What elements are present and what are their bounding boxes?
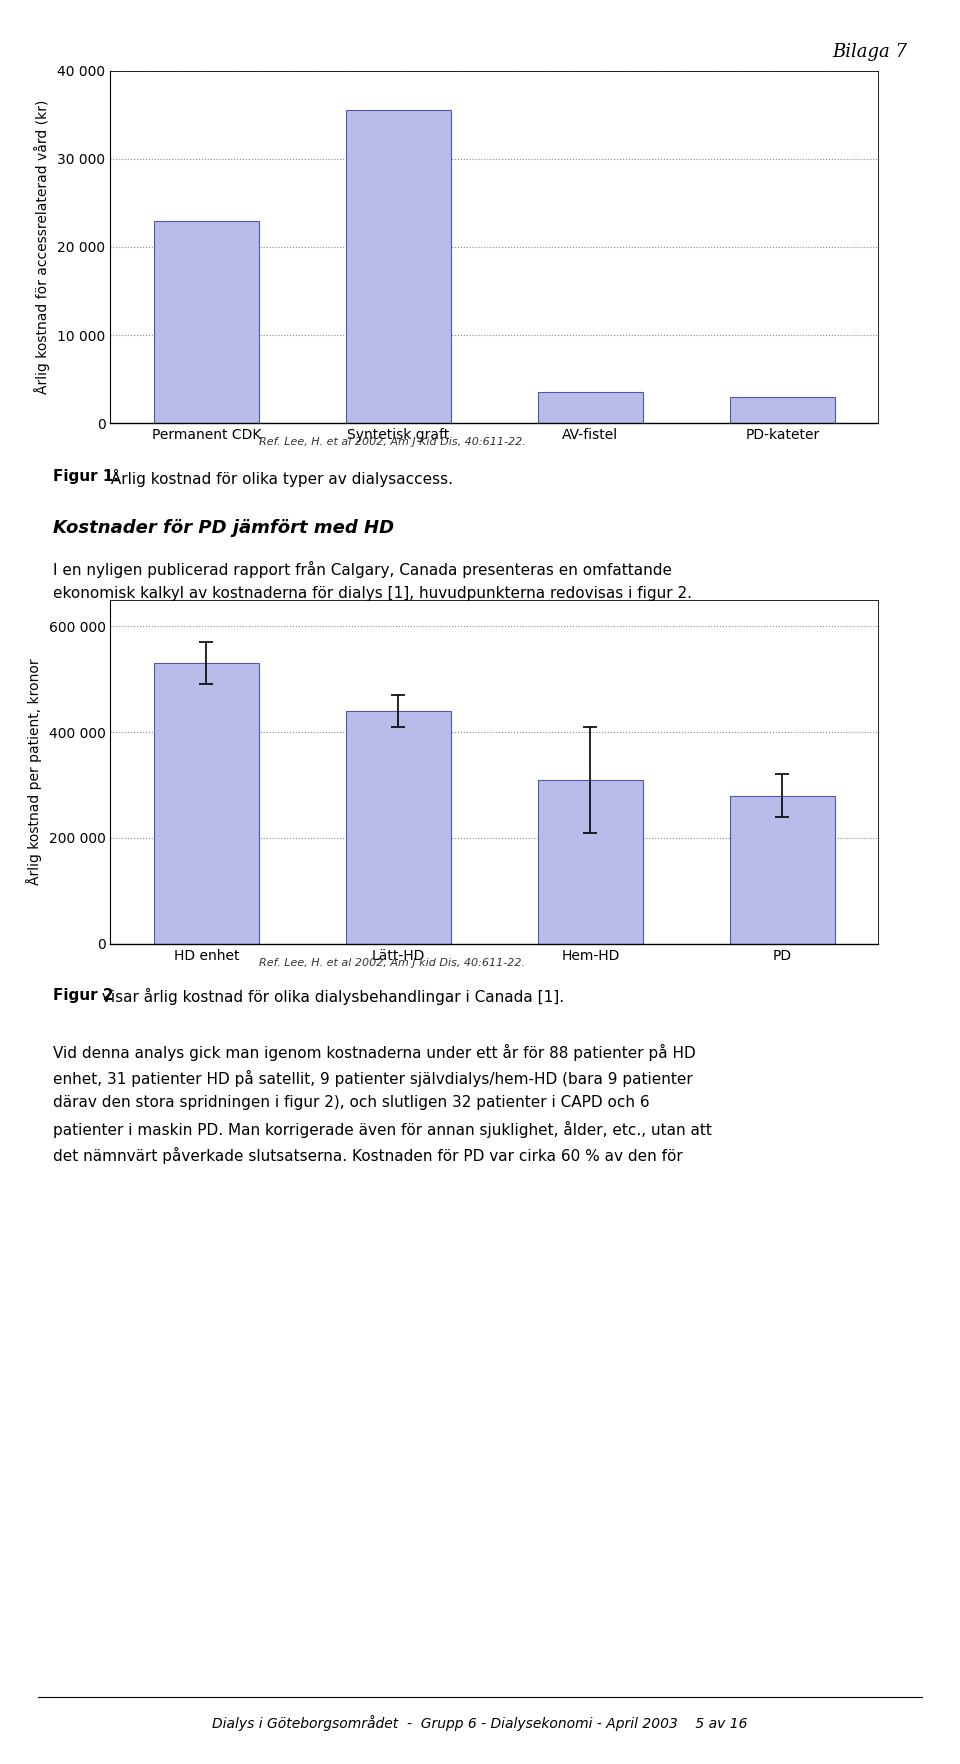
Bar (730, 796, 835, 944)
Bar (730, 397, 835, 423)
Bar (154, 663, 259, 944)
Text: I en nyligen publicerad rapport från Calgary, Canada presenteras en omfattande: I en nyligen publicerad rapport från Cal… (53, 561, 672, 579)
Bar (538, 393, 643, 423)
Text: Ref. Lee, H. et al 2002, Am J Kid Dis, 40:611-22.: Ref. Lee, H. et al 2002, Am J Kid Dis, 4… (259, 437, 526, 448)
Text: Ref. Lee, H. et al 2002, Am J kid Dis, 40:611-22.: Ref. Lee, H. et al 2002, Am J kid Dis, 4… (259, 958, 525, 968)
Y-axis label: Årlig kostnad per patient, kronor: Årlig kostnad per patient, kronor (26, 658, 41, 886)
Text: det nämnvärt påverkade slutsatserna. Kostnaden för PD var cirka 60 % av den för: det nämnvärt påverkade slutsatserna. Kos… (53, 1147, 683, 1164)
Text: Årlig kostnad för olika typer av dialysaccess.: Årlig kostnad för olika typer av dialysa… (106, 469, 452, 487)
Text: Figur 1.: Figur 1. (53, 469, 119, 485)
Bar (346, 111, 451, 423)
Text: patienter i maskin PD. Man korrigerade även för annan sjuklighet, ålder, etc., u: patienter i maskin PD. Man korrigerade ä… (53, 1122, 711, 1138)
Y-axis label: Årlig kostnad för accessrelaterad vård (kr): Årlig kostnad för accessrelaterad vård (… (35, 101, 50, 393)
Text: Figur 2: Figur 2 (53, 988, 113, 1004)
Text: visar årlig kostnad för olika dialysbehandlingar i Canada [1].: visar årlig kostnad för olika dialysbeha… (97, 988, 564, 1005)
Text: därav den stora spridningen i figur 2), och slutligen 32 patienter i CAPD och 6: därav den stora spridningen i figur 2), … (53, 1095, 649, 1111)
Text: enhet, 31 patienter HD på satellit, 9 patienter självdialys/hem-HD (bara 9 patie: enhet, 31 patienter HD på satellit, 9 pa… (53, 1069, 692, 1087)
Text: Kostnader för PD jämfört med HD: Kostnader för PD jämfört med HD (53, 519, 394, 536)
Text: Dialys i Göteborgsområdet  -  Grupp 6 - Dialysekonomi - April 2003    5 av 16: Dialys i Göteborgsområdet - Grupp 6 - Di… (212, 1715, 748, 1730)
Text: Bilaga 7: Bilaga 7 (832, 42, 907, 62)
Bar (538, 780, 643, 944)
Text: ekonomisk kalkyl av kostnaderna för dialys [1], huvudpunkterna redovisas i figur: ekonomisk kalkyl av kostnaderna för dial… (53, 586, 692, 602)
Bar (154, 220, 259, 423)
Text: Vid denna analys gick man igenom kostnaderna under ett år för 88 patienter på HD: Vid denna analys gick man igenom kostnad… (53, 1044, 696, 1062)
Bar (346, 711, 451, 944)
